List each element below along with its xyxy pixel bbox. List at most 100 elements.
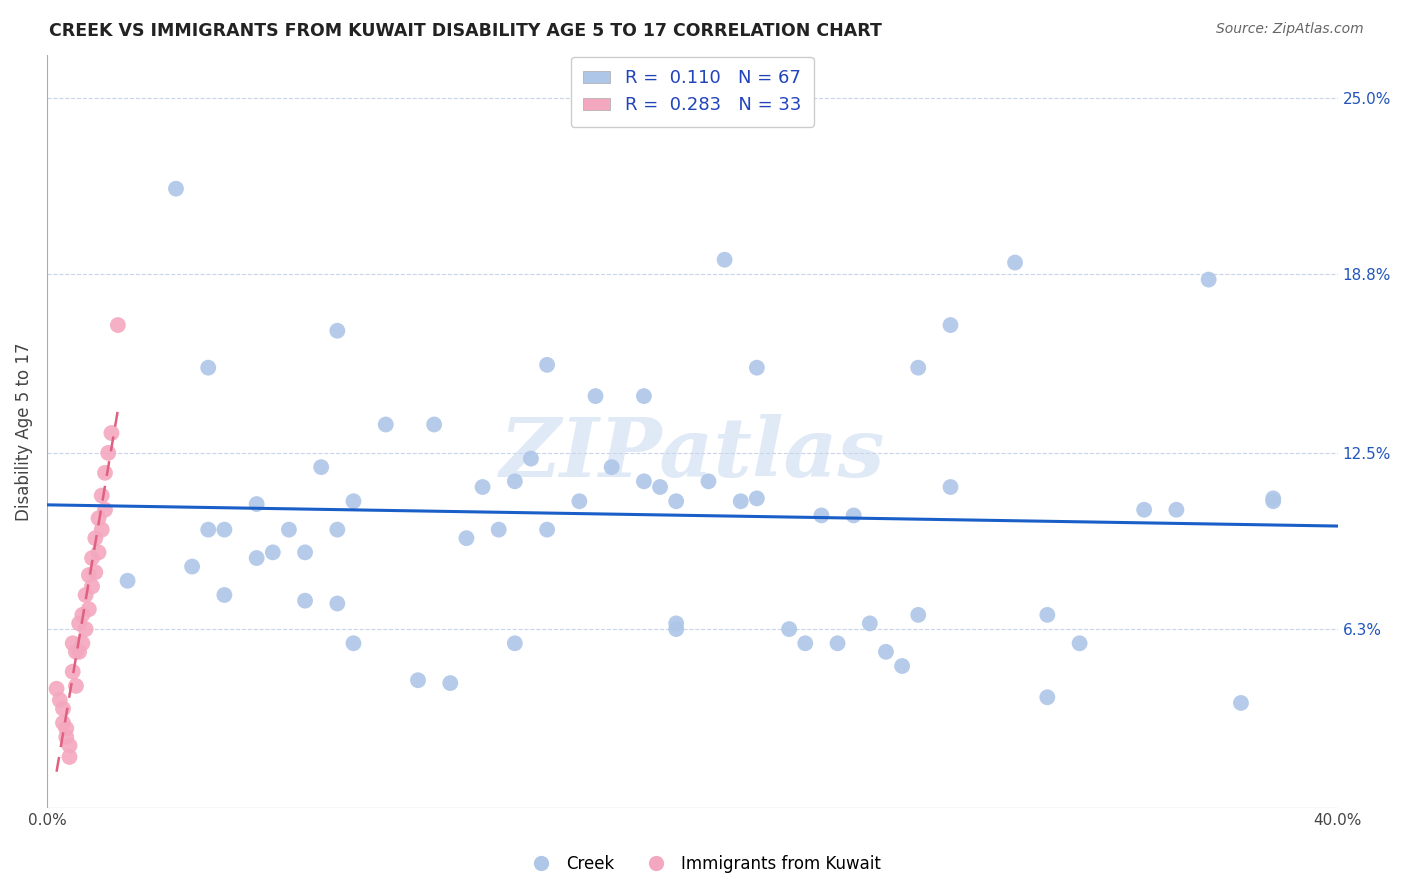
- Point: [745, 491, 768, 506]
- Point: [246, 551, 269, 566]
- Point: [875, 645, 897, 659]
- Point: [65, 645, 87, 659]
- Point: [84, 566, 107, 580]
- Y-axis label: Disability Age 5 to 17: Disability Age 5 to 17: [15, 343, 32, 521]
- Point: [471, 480, 494, 494]
- Point: [374, 417, 396, 432]
- Point: [52, 715, 75, 730]
- Point: [100, 425, 122, 440]
- Point: [713, 252, 735, 267]
- Point: [197, 360, 219, 375]
- Point: [503, 636, 526, 650]
- Point: [77, 568, 100, 582]
- Point: [277, 523, 299, 537]
- Point: [939, 318, 962, 332]
- Point: [49, 693, 72, 707]
- Point: [309, 460, 332, 475]
- Text: ZIPatlas: ZIPatlas: [499, 414, 884, 494]
- Point: [342, 494, 364, 508]
- Point: [326, 324, 349, 338]
- Point: [62, 665, 84, 679]
- Point: [1004, 255, 1026, 269]
- Point: [423, 417, 446, 432]
- Point: [294, 545, 316, 559]
- Point: [65, 679, 87, 693]
- Point: [520, 451, 543, 466]
- Point: [294, 593, 316, 607]
- Point: [246, 497, 269, 511]
- Point: [1133, 502, 1156, 516]
- Point: [72, 636, 94, 650]
- Point: [80, 551, 103, 566]
- Point: [794, 636, 817, 650]
- Point: [406, 673, 429, 688]
- Point: [75, 622, 97, 636]
- Point: [75, 588, 97, 602]
- Legend: R =  0.110   N = 67, R =  0.283   N = 33: R = 0.110 N = 67, R = 0.283 N = 33: [571, 56, 814, 127]
- Point: [907, 607, 929, 622]
- Point: [665, 494, 688, 508]
- Point: [633, 475, 655, 489]
- Legend: Creek, Immigrants from Kuwait: Creek, Immigrants from Kuwait: [517, 848, 889, 880]
- Point: [1263, 491, 1285, 506]
- Point: [72, 607, 94, 622]
- Point: [117, 574, 139, 588]
- Point: [62, 636, 84, 650]
- Point: [52, 701, 75, 715]
- Point: [1069, 636, 1091, 650]
- Point: [648, 480, 671, 494]
- Point: [503, 475, 526, 489]
- Text: CREEK VS IMMIGRANTS FROM KUWAIT DISABILITY AGE 5 TO 17 CORRELATION CHART: CREEK VS IMMIGRANTS FROM KUWAIT DISABILI…: [49, 22, 882, 40]
- Point: [94, 502, 117, 516]
- Point: [84, 531, 107, 545]
- Point: [633, 389, 655, 403]
- Point: [1263, 494, 1285, 508]
- Point: [827, 636, 849, 650]
- Point: [181, 559, 204, 574]
- Point: [585, 389, 607, 403]
- Point: [1230, 696, 1253, 710]
- Point: [1036, 690, 1059, 705]
- Point: [439, 676, 461, 690]
- Point: [77, 602, 100, 616]
- Point: [97, 446, 120, 460]
- Point: [730, 494, 752, 508]
- Point: [262, 545, 284, 559]
- Point: [58, 750, 80, 764]
- Point: [90, 523, 112, 537]
- Point: [214, 588, 236, 602]
- Point: [87, 545, 110, 559]
- Point: [67, 645, 90, 659]
- Point: [165, 182, 187, 196]
- Point: [1166, 502, 1188, 516]
- Point: [536, 358, 558, 372]
- Point: [907, 360, 929, 375]
- Point: [568, 494, 591, 508]
- Point: [536, 523, 558, 537]
- Point: [891, 659, 914, 673]
- Point: [859, 616, 882, 631]
- Point: [197, 523, 219, 537]
- Point: [1036, 607, 1059, 622]
- Point: [55, 730, 77, 744]
- Point: [326, 523, 349, 537]
- Point: [939, 480, 962, 494]
- Point: [58, 739, 80, 753]
- Point: [55, 722, 77, 736]
- Point: [90, 489, 112, 503]
- Point: [45, 681, 67, 696]
- Point: [107, 318, 129, 332]
- Point: [456, 531, 478, 545]
- Point: [778, 622, 800, 636]
- Point: [80, 579, 103, 593]
- Point: [745, 360, 768, 375]
- Point: [94, 466, 117, 480]
- Point: [326, 597, 349, 611]
- Point: [697, 475, 720, 489]
- Point: [842, 508, 865, 523]
- Point: [67, 616, 90, 631]
- Point: [665, 616, 688, 631]
- Point: [1198, 272, 1220, 286]
- Point: [665, 622, 688, 636]
- Point: [214, 523, 236, 537]
